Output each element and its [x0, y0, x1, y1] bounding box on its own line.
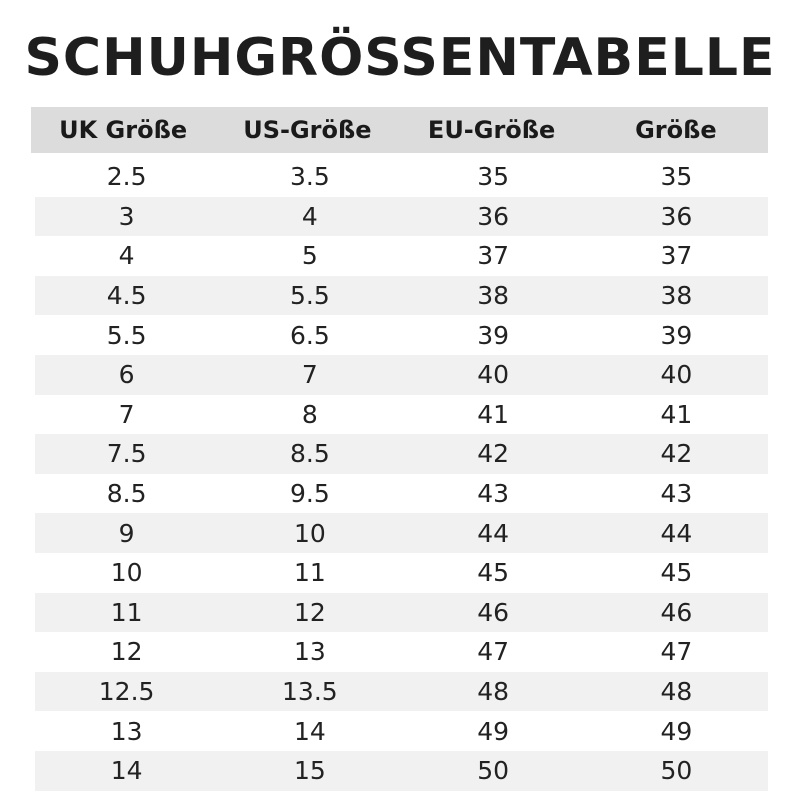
- cell-size: 44: [660, 518, 693, 548]
- cell-us: 8.5: [289, 439, 330, 469]
- table-row: 3 4 36 36: [35, 196, 768, 237]
- cell-uk: 13: [110, 716, 143, 746]
- page-title: SCHUHGRÖSSENTABELLE: [24, 28, 776, 88]
- cell-uk: 6: [118, 360, 135, 390]
- header-uk: UK Größe: [59, 116, 188, 144]
- cell-us: 4: [301, 201, 318, 231]
- cell-uk: 11: [110, 597, 143, 627]
- cell-eu: 44: [477, 518, 510, 548]
- cell-eu: 42: [477, 439, 510, 469]
- cell-eu: 39: [477, 320, 510, 350]
- cell-us: 13: [293, 637, 326, 667]
- table-row: 2.5 3.5 35 35: [35, 157, 768, 197]
- table-row: 8.5 9.5 43 43: [35, 474, 768, 514]
- cell-size: 43: [660, 479, 693, 509]
- table-row: 12.5 13.5 48 48: [35, 671, 768, 712]
- cell-size: 40: [660, 360, 693, 390]
- cell-eu: 46: [477, 597, 510, 627]
- cell-size: 49: [660, 716, 693, 746]
- cell-us: 6.5: [289, 320, 330, 350]
- table-header: UK Größe US-Größe EU-Größe Größe: [31, 107, 768, 153]
- size-table: UK Größe US-Größe EU-Größe Größe 2.5 3.5 3…: [31, 107, 768, 791]
- cell-uk: 2.5: [106, 162, 147, 192]
- cell-eu: 41: [477, 399, 510, 429]
- cell-size: 47: [660, 637, 693, 667]
- cell-uk: 4.5: [106, 281, 147, 311]
- cell-eu: 50: [477, 756, 510, 786]
- table-row: 14 15 50 50: [35, 750, 768, 791]
- table-row: 9 10 44 44: [35, 513, 768, 553]
- cell-uk: 7.5: [106, 439, 147, 469]
- cell-size: 48: [660, 677, 693, 707]
- table-row: 13 14 49 49: [35, 711, 768, 751]
- header-us: US-Größe: [243, 116, 372, 144]
- cell-uk: 7: [118, 399, 135, 429]
- table-row: 7 8 41 41: [35, 395, 768, 435]
- header-size: Größe: [635, 116, 717, 144]
- cell-size: 42: [660, 439, 693, 469]
- cell-us: 5.5: [289, 281, 330, 311]
- cell-uk: 14: [110, 756, 143, 786]
- cell-us: 7: [301, 360, 318, 390]
- table-row: 5.5 6.5 39 39: [35, 315, 768, 355]
- cell-us: 10: [293, 518, 326, 548]
- cell-us: 8: [301, 399, 318, 429]
- cell-us: 12: [293, 597, 326, 627]
- cell-us: 14: [293, 716, 326, 746]
- cell-uk: 4: [118, 241, 135, 271]
- cell-us: 11: [293, 558, 326, 588]
- cell-size: 36: [660, 201, 693, 231]
- table-row: 4 5 37 37: [35, 236, 768, 276]
- cell-size: 38: [660, 281, 693, 311]
- cell-size: 46: [660, 597, 693, 627]
- cell-eu: 47: [477, 637, 510, 667]
- cell-uk: 12.5: [98, 677, 155, 707]
- cell-size: 39: [660, 320, 693, 350]
- cell-eu: 48: [477, 677, 510, 707]
- cell-eu: 37: [477, 241, 510, 271]
- cell-eu: 43: [477, 479, 510, 509]
- cell-eu: 49: [477, 716, 510, 746]
- table-body: 2.5 3.5 35 35 3 4 36 36 4 5 37 37 4.5 5.5 38 38 5.5 6.5 39…: [31, 157, 768, 791]
- cell-us: 15: [293, 756, 326, 786]
- cell-eu: 38: [477, 281, 510, 311]
- cell-us: 5: [301, 241, 318, 271]
- cell-size: 35: [660, 162, 693, 192]
- cell-us: 13.5: [282, 677, 338, 707]
- cell-size: 37: [660, 241, 693, 271]
- table-row: 12 13 47 47: [35, 632, 768, 672]
- table-row: 6 7 40 40: [35, 354, 768, 395]
- cell-size: 45: [660, 558, 693, 588]
- cell-size: 50: [660, 756, 693, 786]
- cell-uk: 8.5: [106, 479, 147, 509]
- cell-eu: 40: [477, 360, 510, 390]
- table-row: 4.5 5.5 38 38: [35, 275, 768, 316]
- table-row: 7.5 8.5 42 42: [35, 434, 768, 474]
- cell-uk: 10: [110, 558, 143, 588]
- cell-uk: 9: [118, 518, 135, 548]
- cell-uk: 5.5: [106, 320, 147, 350]
- cell-eu: 35: [477, 162, 510, 192]
- cell-us: 9.5: [289, 479, 330, 509]
- table-row: 10 11 45 45: [35, 553, 768, 593]
- cell-uk: 12: [110, 637, 143, 667]
- table-row: 11 12 46 46: [35, 592, 768, 633]
- cell-us: 3.5: [289, 162, 330, 192]
- cell-uk: 3: [118, 201, 135, 231]
- header-eu: EU-Größe: [427, 116, 556, 144]
- cell-eu: 36: [477, 201, 510, 231]
- cell-size: 41: [660, 399, 693, 429]
- cell-eu: 45: [477, 558, 510, 588]
